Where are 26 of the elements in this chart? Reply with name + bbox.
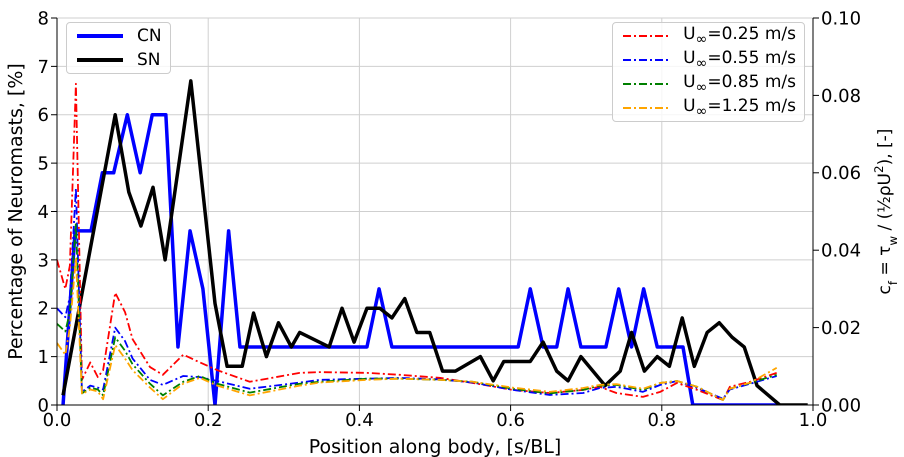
line-series xyxy=(57,257,778,401)
legend-label: CN xyxy=(137,26,162,46)
y2-tick-label: 0.10 xyxy=(821,8,862,30)
legend-label: SN xyxy=(137,50,161,70)
y-tick-label: 1 xyxy=(38,347,49,368)
y-tick-label: 6 xyxy=(38,105,49,126)
legend-label: U$_{∞}$=0.85 m/s xyxy=(683,72,796,96)
y-tick-label: 3 xyxy=(38,250,49,272)
x-tick-label: 0.4 xyxy=(345,410,374,431)
y-axis-title: Percentage of Neuromasts, [%] xyxy=(5,63,27,360)
y2-tick-label: 0.04 xyxy=(821,240,862,262)
y2-tick-label: 0.08 xyxy=(821,86,862,107)
x-tick-label: 0.8 xyxy=(647,410,676,431)
y-tick-label: 5 xyxy=(38,154,49,175)
y-tick-label: 4 xyxy=(38,202,49,223)
legend-label: U$_{∞}$=0.25 m/s xyxy=(683,24,796,48)
y2-tick-label: 0.06 xyxy=(821,163,862,184)
x-tick-label: 0.6 xyxy=(496,410,525,431)
y2-tick-label: 0.02 xyxy=(821,318,862,339)
y-tick-label: 8 xyxy=(38,8,49,30)
x-tick-label: 0.2 xyxy=(194,410,223,431)
legend-label: U$_{∞}$=0.55 m/s xyxy=(683,48,796,72)
y-tick-label: 2 xyxy=(38,298,49,320)
x-axis-title: Position along body, [s/BL] xyxy=(308,436,562,457)
legend-label: U$_{∞}$=1.25 m/s xyxy=(683,96,796,120)
y-tick-label: 7 xyxy=(38,56,49,78)
